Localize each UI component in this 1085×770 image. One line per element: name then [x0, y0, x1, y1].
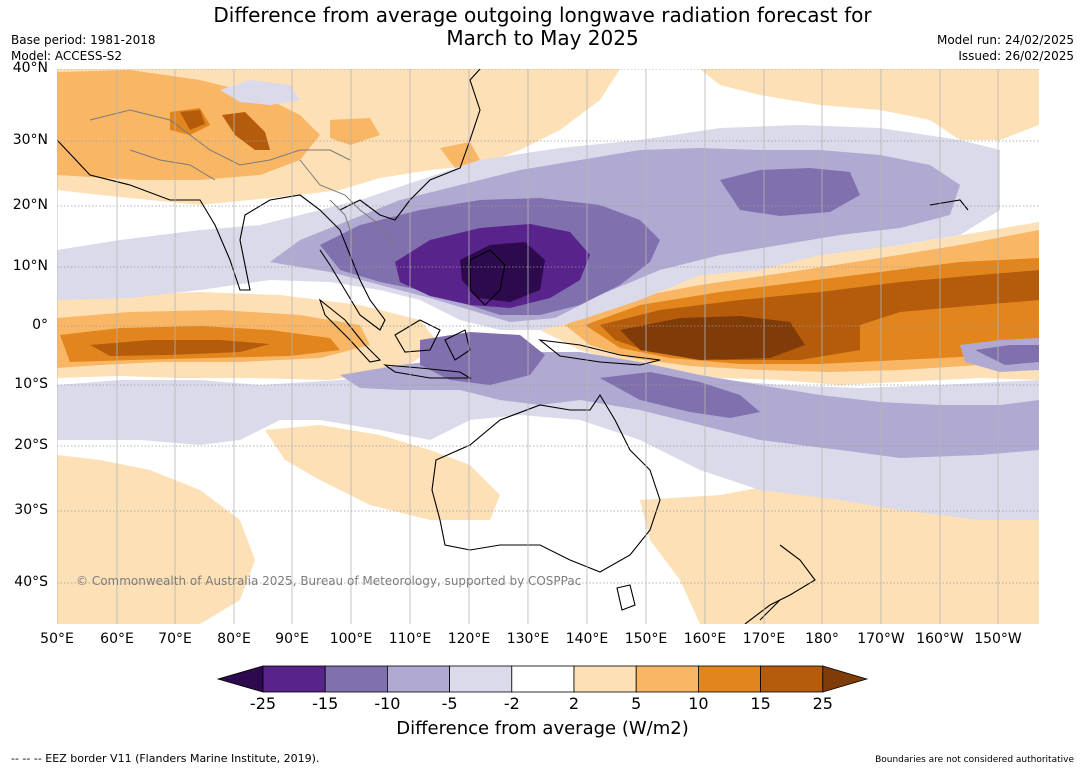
- colorbar-title: Difference from average (W/m2): [396, 718, 689, 739]
- longitude-label: 110°E: [388, 631, 432, 647]
- latitude-label: 20°S: [14, 437, 48, 453]
- meta-right: Model run: 24/02/2025 Issued: 26/02/2025: [937, 32, 1074, 64]
- colorbar: [216, 665, 869, 693]
- longitude-label: 160°W: [916, 631, 964, 647]
- issued-date: Issued: 26/02/2025: [958, 49, 1074, 63]
- colorbar-tick-label: -25: [249, 694, 277, 713]
- colorbar-tick-label: 25: [812, 694, 833, 713]
- colorbar-swatch: [635, 665, 699, 693]
- base-period: Base period: 1981-2018: [11, 33, 156, 47]
- longitude-label: 90°E: [275, 631, 309, 647]
- colorbar-tick-label: 15: [750, 694, 771, 713]
- colorbar-swatch: [324, 665, 388, 693]
- latitude-label: 40°S: [14, 574, 48, 590]
- positive-anomaly-over-25: [620, 316, 805, 360]
- country-borders: [89, 109, 396, 246]
- latitude-label: 10°N: [12, 258, 48, 274]
- negative-anomaly-under-25: [460, 242, 545, 302]
- latitude-label: 0°: [32, 317, 48, 333]
- longitude-label: 180°: [805, 631, 839, 647]
- longitude-label: 150°E: [624, 631, 668, 647]
- map-area: [57, 69, 1039, 624]
- longitude-label: 70°E: [158, 631, 192, 647]
- coastlines: [57, 69, 969, 624]
- latitude-label: 30°N: [12, 132, 48, 148]
- colorbar-tick-label: -2: [503, 694, 520, 713]
- colorbar-swatch: [511, 665, 575, 693]
- latitude-label: 40°N: [12, 60, 48, 76]
- colorbar-swatch: [760, 665, 824, 693]
- model-name: Model: ACCESS-S2: [11, 49, 123, 63]
- colorbar-max-extend: [822, 665, 869, 693]
- model-run: Model run: 24/02/2025: [936, 33, 1074, 47]
- colorbar-swatch: [262, 665, 326, 693]
- colorbar-tick-label: -5: [441, 694, 458, 713]
- longitude-label: 50°E: [40, 631, 74, 647]
- longitude-label: 120°E: [447, 631, 491, 647]
- longitude-label: 100°E: [329, 631, 373, 647]
- colorbar-swatch: [386, 665, 450, 693]
- eez-border-note: -- -- -- EEZ border V11 (Flanders Marine…: [11, 752, 320, 765]
- colorbar-min-extend: [216, 665, 264, 693]
- colorbar-swatch: [573, 665, 637, 693]
- longitude-label: 60°E: [100, 631, 134, 647]
- latitude-label: 10°S: [14, 376, 48, 392]
- longitude-label: 170°W: [857, 631, 905, 647]
- colorbar-tick-label: -15: [312, 694, 339, 713]
- map-title: Difference from average outgoing longwav…: [0, 4, 1085, 50]
- longitude-label: 170°E: [742, 631, 786, 647]
- title-line-2: March to May 2025: [446, 26, 639, 50]
- longitude-label: 140°E: [565, 631, 609, 647]
- longitude-label: 150°W: [974, 631, 1022, 647]
- latitude-label: 30°S: [14, 502, 48, 518]
- title-line-1: Difference from average outgoing longwav…: [213, 3, 872, 27]
- longitude-label: 80°E: [217, 631, 251, 647]
- copyright-notice: © Commonwealth of Australia 2025, Bureau…: [76, 574, 582, 588]
- colorbar-tick-label: 2: [568, 694, 580, 713]
- longitude-label: 160°E: [683, 631, 727, 647]
- boundaries-disclaimer: Boundaries are not considered authoritat…: [875, 755, 1074, 765]
- latitude-label: 20°N: [12, 197, 48, 213]
- colorbar-swatch: [698, 665, 762, 693]
- longitude-label: 130°E: [506, 631, 550, 647]
- meta-left: Base period: 1981-2018 Model: ACCESS-S2: [11, 32, 156, 64]
- colorbar-tick-label: 10: [688, 694, 709, 713]
- colorbar-tick-label: 5: [631, 694, 642, 713]
- colorbar-swatch: [449, 665, 513, 693]
- colorbar-tick-label: -10: [374, 694, 401, 713]
- graticule: [57, 69, 1039, 624]
